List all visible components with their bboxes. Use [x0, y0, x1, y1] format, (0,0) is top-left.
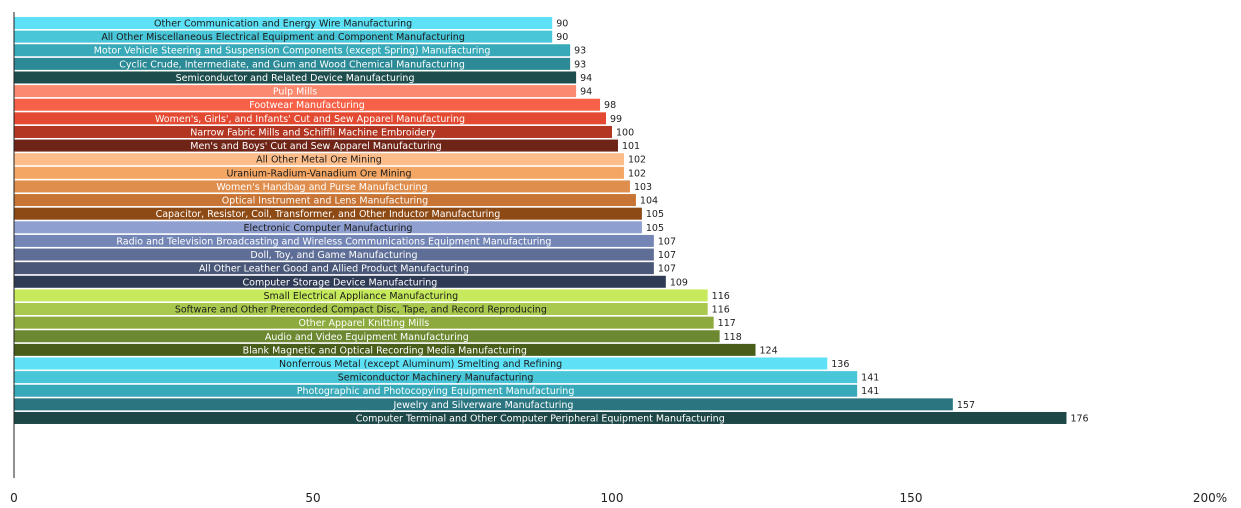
bar-category-label: Semiconductor Machinery Manufacturing	[338, 373, 534, 384]
bar	[14, 411, 1067, 424]
bar-category-label: All Other Miscellaneous Electrical Equip…	[101, 32, 465, 43]
bar-value-label: 107	[658, 264, 676, 275]
bar-category-label: Cyclic Crude, Intermediate, and Gum and …	[119, 59, 465, 70]
bar-value-label: 94	[580, 73, 592, 84]
bar	[14, 57, 571, 70]
bar-category-label: Men's and Boys' Cut and Sew Apparel Manu…	[190, 141, 441, 152]
bar-category-label: Nonferrous Metal (except Aluminum) Smelt…	[279, 359, 562, 370]
bar-value-label: 93	[574, 59, 586, 70]
bar-category-label: Narrow Fabric Mills and Schiffli Machine…	[190, 127, 436, 138]
bar	[14, 248, 654, 261]
bar	[14, 180, 630, 193]
x-tick-label: 50	[305, 491, 320, 505]
bar	[14, 85, 577, 98]
bar-value-label: 104	[640, 196, 658, 207]
bar-value-label: 141	[861, 386, 879, 397]
x-tick-label: 150	[900, 491, 923, 505]
bar-value-label: 141	[861, 373, 879, 384]
bar-category-label: Computer Storage Device Manufacturing	[243, 277, 438, 288]
bar	[14, 125, 612, 138]
bar-category-label: Uranium-Radium-Vanadium Ore Mining	[226, 168, 411, 179]
bar-value-label: 136	[831, 359, 849, 370]
bar	[14, 44, 571, 57]
bar-category-label: Motor Vehicle Steering and Suspension Co…	[94, 46, 491, 57]
bar-category-label: Software and Other Prerecorded Compact D…	[175, 305, 547, 316]
bar-value-label: 105	[646, 209, 664, 220]
bar	[14, 262, 654, 275]
bar-value-label: 101	[622, 141, 640, 152]
bar-category-label: Semiconductor and Related Device Manufac…	[176, 73, 415, 84]
x-tick-label: 100	[601, 491, 624, 505]
bar	[14, 357, 828, 370]
bar	[14, 112, 607, 125]
bar	[14, 303, 708, 316]
bar	[14, 207, 642, 220]
bar	[14, 30, 553, 43]
bar	[14, 234, 654, 247]
bar-category-label: Photographic and Photocopying Equipment …	[297, 386, 575, 397]
bar-category-label: Women's, Girls', and Infants' Cut and Se…	[155, 114, 465, 125]
bar-category-label: Jewelry and Silverware Manufacturing	[392, 400, 573, 411]
bar-category-label: Footwear Manufacturing	[249, 100, 365, 111]
bar	[14, 371, 858, 384]
bar	[14, 221, 642, 234]
bar-value-label: 109	[670, 277, 688, 288]
bar-value-label: 107	[658, 250, 676, 261]
bar-value-label: 105	[646, 223, 664, 234]
bars-group: Other Communication and Energy Wire Manu…	[14, 17, 1089, 424]
bar	[14, 17, 553, 29]
bar-category-label: Audio and Video Equipment Manufacturing	[265, 332, 469, 343]
bar-value-label: 176	[1070, 413, 1088, 424]
bar-value-label: 118	[724, 332, 742, 343]
bar-category-label: Women's Handbag and Purse Manufacturing	[216, 182, 427, 193]
bar-value-label: 102	[628, 155, 646, 166]
bar-category-label: Computer Terminal and Other Computer Per…	[356, 413, 725, 424]
bar-category-label: Other Communication and Energy Wire Manu…	[154, 19, 412, 30]
bar-category-label: Radio and Television Broadcasting and Wi…	[116, 236, 551, 247]
bar-value-label: 94	[580, 87, 592, 98]
bar	[14, 98, 601, 111]
bar	[14, 139, 618, 152]
bar	[14, 289, 708, 302]
x-axis-ticks: 0 50 100 150 200%	[10, 491, 1227, 505]
bar-category-label: All Other Leather Good and Allied Produc…	[199, 264, 469, 275]
bar-category-label: Doll, Toy, and Game Manufacturing	[250, 250, 417, 261]
bar	[14, 384, 858, 397]
bar-category-label: Capacitor, Resistor, Coil, Transformer, …	[156, 209, 501, 220]
bar-value-label: 90	[556, 32, 568, 43]
bar	[14, 330, 720, 343]
bar	[14, 166, 624, 179]
bar-category-label: All Other Metal Ore Mining	[256, 155, 382, 166]
bar-value-label: 99	[610, 114, 622, 125]
x-tick-label: 200%	[1193, 491, 1227, 505]
bar-category-label: Electronic Computer Manufacturing	[244, 223, 413, 234]
bar	[14, 343, 756, 356]
bar-value-label: 93	[574, 46, 586, 57]
bar-value-label: 116	[712, 291, 730, 302]
bar-category-label: Optical Instrument and Lens Manufacturin…	[222, 196, 429, 207]
bar-value-label: 157	[957, 400, 975, 411]
bar-value-label: 107	[658, 236, 676, 247]
bar	[14, 275, 666, 288]
bar	[14, 194, 636, 207]
bar-value-label: 124	[760, 345, 778, 356]
bar-value-label: 100	[616, 127, 634, 138]
bar-value-label: 103	[634, 182, 652, 193]
bar	[14, 398, 953, 411]
bar-value-label: 90	[556, 19, 568, 30]
bar-value-label: 117	[718, 318, 736, 329]
bar-category-label: Small Electrical Appliance Manufacturing	[264, 291, 459, 302]
bar-value-label: 102	[628, 168, 646, 179]
x-tick-label: 0	[10, 491, 18, 505]
bar-value-label: 116	[712, 305, 730, 316]
bar	[14, 153, 624, 166]
bar	[14, 316, 714, 329]
bar-category-label: Blank Magnetic and Optical Recording Med…	[243, 345, 527, 356]
bar-category-label: Pulp Mills	[273, 87, 317, 98]
bar-category-label: Other Apparel Knitting Mills	[298, 318, 429, 329]
bar	[14, 71, 577, 84]
bar-value-label: 98	[604, 100, 616, 111]
